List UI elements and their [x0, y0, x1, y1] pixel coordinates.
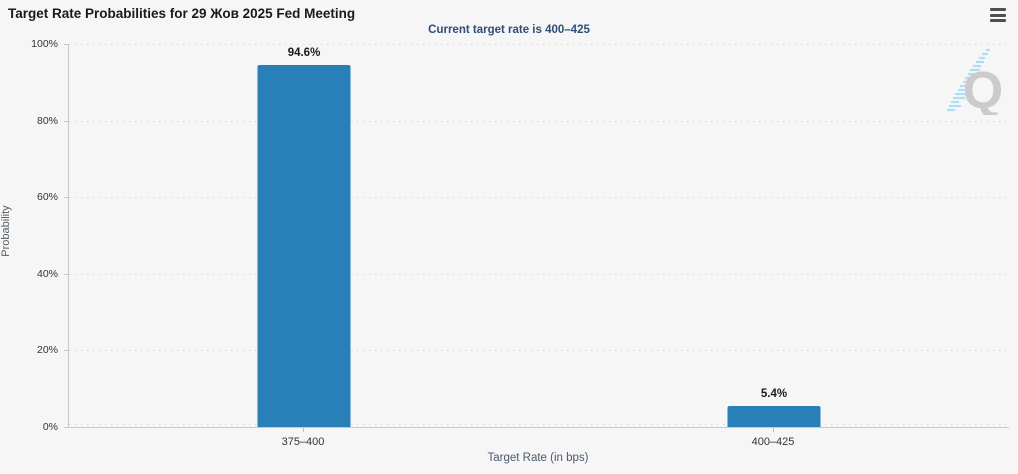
gridline-0%	[69, 424, 1009, 425]
gridline-60%	[69, 197, 1009, 199]
y-tick-mark	[64, 197, 68, 199]
gridline-100%	[69, 44, 1009, 45]
y-tick-mark	[64, 350, 68, 352]
y-tick-label: 20%	[36, 344, 58, 357]
y-tick-mark	[64, 427, 68, 428]
x-axis-category-labels: 375–400 400–425	[68, 428, 1008, 448]
chart-title: Target Rate Probabilities for 29 Жов 202…	[8, 6, 356, 21]
y-tick-mark	[64, 44, 68, 45]
y-tick-label: 100%	[31, 38, 58, 50]
bar-slot: 5.4%	[539, 44, 1009, 427]
x-tick-mark	[303, 428, 304, 432]
bar-slot: 94.6%	[69, 44, 539, 427]
watermark-letter: Q	[963, 62, 1003, 115]
gridline-20%	[69, 350, 1009, 352]
menu-bar	[990, 8, 1006, 11]
quikstrike-watermark-logo: Q	[947, 48, 1003, 115]
probability-bar-400–425[interactable]	[727, 406, 821, 427]
y-axis-labels: 0% 20% 40% 60% 80% 100%	[0, 38, 62, 433]
chart-subtitle: Current target rate is 400–425	[428, 24, 590, 36]
y-tick-label: 0%	[42, 421, 58, 433]
y-tick-mark	[64, 273, 68, 275]
menu-bar	[990, 19, 1006, 22]
bar-value-label: 5.4%	[760, 388, 788, 401]
bar-series: 94.6% 5.4%	[69, 44, 1009, 427]
gridline-80%	[69, 120, 1009, 122]
x-axis-title: Target Rate (in bps)	[487, 452, 589, 464]
probability-bar-375–400[interactable]	[257, 64, 351, 427]
y-axis-title: Probability	[0, 205, 12, 257]
x-tick-mark	[773, 428, 774, 432]
hamburger-menu-icon[interactable]	[990, 8, 1006, 22]
menu-bar	[990, 13, 1006, 17]
gridline-40%	[69, 273, 1009, 275]
y-tick-label: 60%	[36, 191, 58, 204]
y-tick-label: 40%	[36, 267, 58, 280]
y-tick-label: 80%	[36, 114, 58, 127]
x-category-label: 400–425	[538, 428, 1008, 448]
x-category-label: 375–400	[68, 428, 538, 448]
y-tick-mark	[64, 120, 68, 122]
plot-area: 94.6% 5.4% Q	[64, 44, 1009, 428]
bar-value-label: 94.6%	[287, 46, 321, 59]
